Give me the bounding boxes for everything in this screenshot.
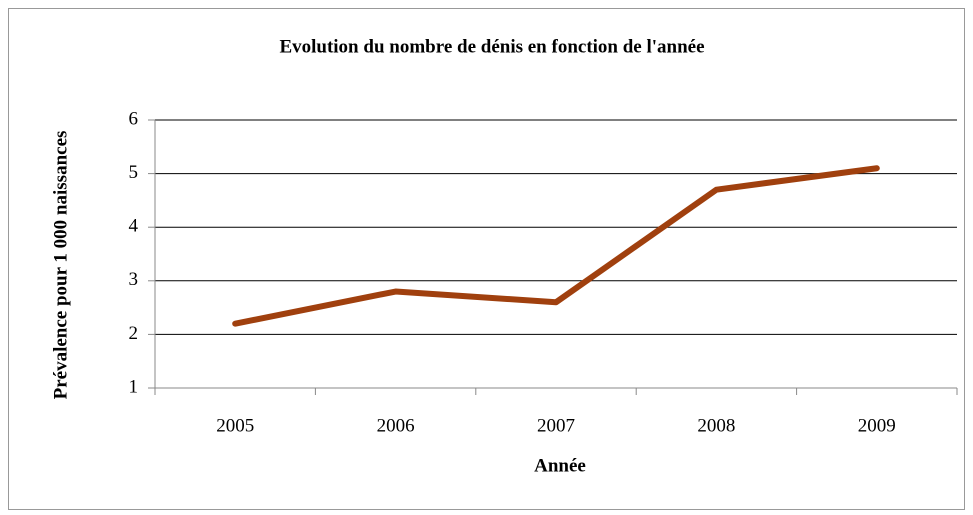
chart-border	[8, 8, 965, 510]
y-tick-label: 3	[129, 269, 139, 290]
chart-title: Evolution du nombre de dénis en fonction…	[279, 36, 704, 57]
y-tick-label: 2	[129, 323, 139, 344]
y-tick-label: 5	[129, 162, 139, 183]
x-tick-label: 2008	[697, 415, 735, 436]
y-tick-label: 1	[129, 376, 139, 397]
x-axis-label: Année	[534, 455, 586, 476]
data-line	[232, 165, 880, 327]
x-tick-label: 2007	[537, 415, 575, 436]
y-tick-label: 6	[129, 108, 139, 129]
y-axis-label: Prévalence pour 1 000 naissances	[50, 131, 71, 400]
y-tick-label: 4	[129, 216, 139, 237]
x-tick-label: 2006	[377, 415, 415, 436]
x-tick-label: 2005	[216, 415, 254, 436]
x-tick-label: 2009	[858, 415, 896, 436]
